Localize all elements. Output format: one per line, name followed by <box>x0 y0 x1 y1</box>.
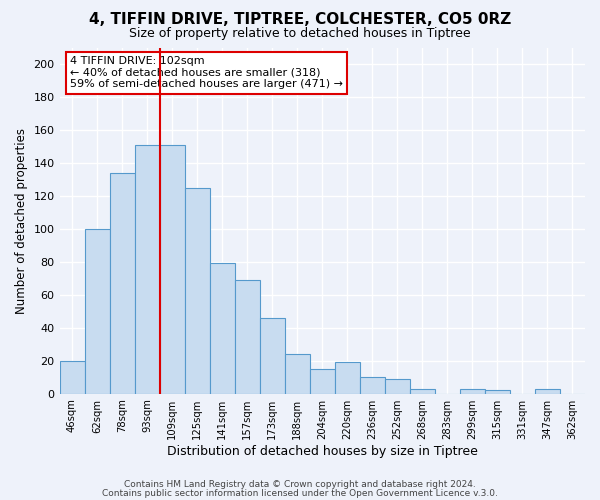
Y-axis label: Number of detached properties: Number of detached properties <box>15 128 28 314</box>
Bar <box>410 389 435 394</box>
Text: Size of property relative to detached houses in Tiptree: Size of property relative to detached ho… <box>129 28 471 40</box>
Bar <box>260 318 285 394</box>
Bar <box>85 229 110 394</box>
Bar <box>335 362 360 394</box>
Bar <box>385 379 410 394</box>
Text: Contains HM Land Registry data © Crown copyright and database right 2024.: Contains HM Land Registry data © Crown c… <box>124 480 476 489</box>
Text: 4, TIFFIN DRIVE, TIPTREE, COLCHESTER, CO5 0RZ: 4, TIFFIN DRIVE, TIPTREE, COLCHESTER, CO… <box>89 12 511 28</box>
Bar <box>209 264 235 394</box>
Bar <box>134 145 160 394</box>
Bar <box>235 280 260 394</box>
X-axis label: Distribution of detached houses by size in Tiptree: Distribution of detached houses by size … <box>167 444 478 458</box>
Bar <box>535 389 560 394</box>
Text: 4 TIFFIN DRIVE: 102sqm
← 40% of detached houses are smaller (318)
59% of semi-de: 4 TIFFIN DRIVE: 102sqm ← 40% of detached… <box>70 56 343 90</box>
Bar <box>185 188 209 394</box>
Bar <box>310 369 335 394</box>
Bar <box>485 390 510 394</box>
Bar <box>160 145 185 394</box>
Bar <box>460 389 485 394</box>
Bar <box>59 360 85 394</box>
Text: Contains public sector information licensed under the Open Government Licence v.: Contains public sector information licen… <box>102 488 498 498</box>
Bar <box>360 377 385 394</box>
Bar <box>285 354 310 394</box>
Bar <box>110 173 134 394</box>
